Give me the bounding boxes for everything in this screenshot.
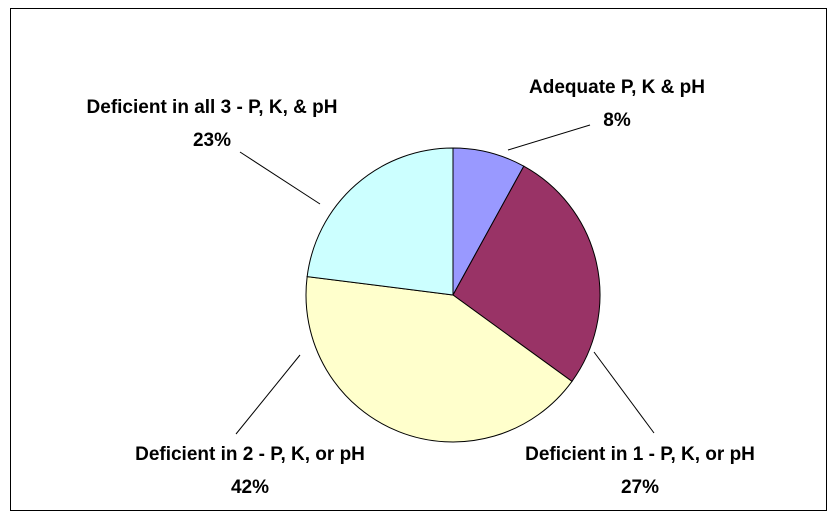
value-label: 8% bbox=[603, 110, 631, 131]
value-label: 27% bbox=[621, 477, 659, 498]
value-label: 42% bbox=[231, 477, 269, 498]
slice-label: Adequate P, K & pH bbox=[529, 77, 705, 98]
slice-label: Deficient in 2 - P, K, or pH bbox=[135, 444, 365, 465]
value-label: 23% bbox=[193, 130, 231, 151]
pie-slice bbox=[305, 276, 573, 443]
leader-line bbox=[593, 351, 655, 434]
leader-line bbox=[239, 151, 321, 205]
pie-slice bbox=[452, 165, 601, 383]
slice-label: Deficient in 1 - P, K, or pH bbox=[525, 444, 755, 465]
slice-label: Deficient in all 3 - P, K, & pH bbox=[87, 97, 338, 118]
leader-line bbox=[235, 354, 301, 435]
pie-slice bbox=[306, 147, 454, 296]
leader-line bbox=[507, 124, 591, 151]
